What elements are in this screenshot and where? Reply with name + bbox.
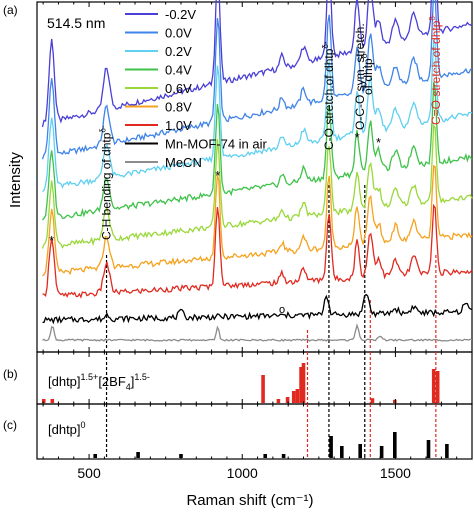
wavelength-label: 514.5 nm (47, 15, 105, 31)
bar-9 (379, 446, 384, 458)
x-tick-label-2: 1000 (227, 465, 258, 481)
spectrum-4 (41, 81, 473, 221)
panel-a-dashed-lines (105, 185, 437, 348)
bar-12 (431, 369, 436, 403)
bar-4 (276, 399, 281, 403)
panel-a-peak-markers: * * * * (49, 130, 381, 248)
bar-7 (295, 389, 300, 403)
legend: -0.2V 0.0V 0.2V 0.4V 0.6V 0.8V 1.0V Mn-MOF-74 i… (125, 7, 268, 170)
panel-b-dashed-lines (105, 352, 437, 404)
peak-marker-3: * (215, 168, 220, 183)
legend-label-9: MeCN (165, 155, 202, 170)
bar-7 (340, 446, 344, 458)
x-axis-label: Raman shift (cm⁻¹) (186, 492, 313, 509)
panel-label-b: (b) (3, 367, 18, 381)
bar-6 (291, 391, 296, 403)
panel-label-a: (a) (3, 3, 18, 17)
peak-marker-7: * (376, 135, 381, 150)
panel-c-frame (36, 403, 473, 460)
legend-label-4: 0.4V (165, 63, 192, 78)
annotation-1: C-H bending of dhtpδ- (99, 125, 114, 240)
legend-label-1: -0.2V (165, 7, 196, 22)
bar-11 (393, 399, 397, 403)
bar-6 (329, 436, 333, 458)
bar-12 (445, 444, 449, 458)
legend-label-7: 1.0V (165, 118, 192, 133)
panel-c-ticks (42, 404, 473, 459)
bar-10 (370, 398, 375, 403)
bar-8 (299, 367, 303, 403)
panel-b-label: [dhtp]1.5+[2BF4]1.5- (48, 372, 150, 392)
annotation-2: C-O stretch.of dhtpδ- (321, 41, 336, 150)
legend-label-8: Mn-MOF-74 in air (165, 137, 268, 152)
annotation-o: o (279, 304, 285, 316)
x-tick-labels: 500 1000 1500 (77, 465, 411, 481)
bar-1 (41, 399, 46, 403)
annotation-5: C=O stretch.of dhtpδ- (428, 13, 443, 125)
panel-b-bars (41, 363, 440, 403)
annotation-3: O-C-O sym. stretch. (353, 23, 367, 130)
spectrum-3 (42, 38, 473, 193)
spectrum-5 (41, 123, 473, 249)
spectrum-6 (42, 164, 473, 277)
x-tick-label-3: 1500 (380, 465, 411, 481)
bar-9 (301, 363, 306, 403)
spectrum-7 (42, 203, 473, 299)
bar-1 (93, 454, 98, 458)
legend-label-2: 0.0V (165, 26, 192, 41)
panel-c-label: [dhtp]0 (48, 420, 86, 437)
panel-a-annotations: C-H bending of dhtpδ- C-O stretch.of dhtp… (99, 13, 443, 316)
bar-2 (136, 452, 140, 458)
bar-8 (358, 444, 362, 458)
legend-label-6: 0.8V (165, 100, 192, 115)
panel-a-spectra (41, 0, 473, 342)
spectrum-9 (42, 323, 473, 342)
bar-5 (285, 397, 290, 403)
bar-3 (179, 454, 183, 458)
bar-2 (50, 399, 55, 403)
bar-5 (281, 454, 286, 458)
peak-marker-5: * (355, 130, 360, 145)
bar-13 (435, 371, 440, 403)
bar-10 (393, 432, 397, 458)
legend-label-3: 0.2V (165, 44, 192, 59)
spectrum-8 (42, 293, 473, 325)
peak-marker-1: * (49, 233, 54, 248)
spectrum-2 (41, 0, 473, 160)
spectrum-1 (41, 0, 473, 128)
x-tick-label-1: 500 (77, 465, 101, 481)
panel-c-bars (93, 432, 449, 458)
bar-4 (263, 454, 268, 458)
y-axis-label: Intensity (7, 152, 24, 208)
bar-3 (261, 375, 265, 403)
bar-11 (426, 440, 431, 458)
panel-label-c: (c) (3, 418, 17, 432)
annotation-4: of dhtpδ- (360, 51, 375, 95)
panel-c-dashed-lines (105, 404, 437, 459)
legend-label-5: 0.6V (165, 81, 192, 96)
